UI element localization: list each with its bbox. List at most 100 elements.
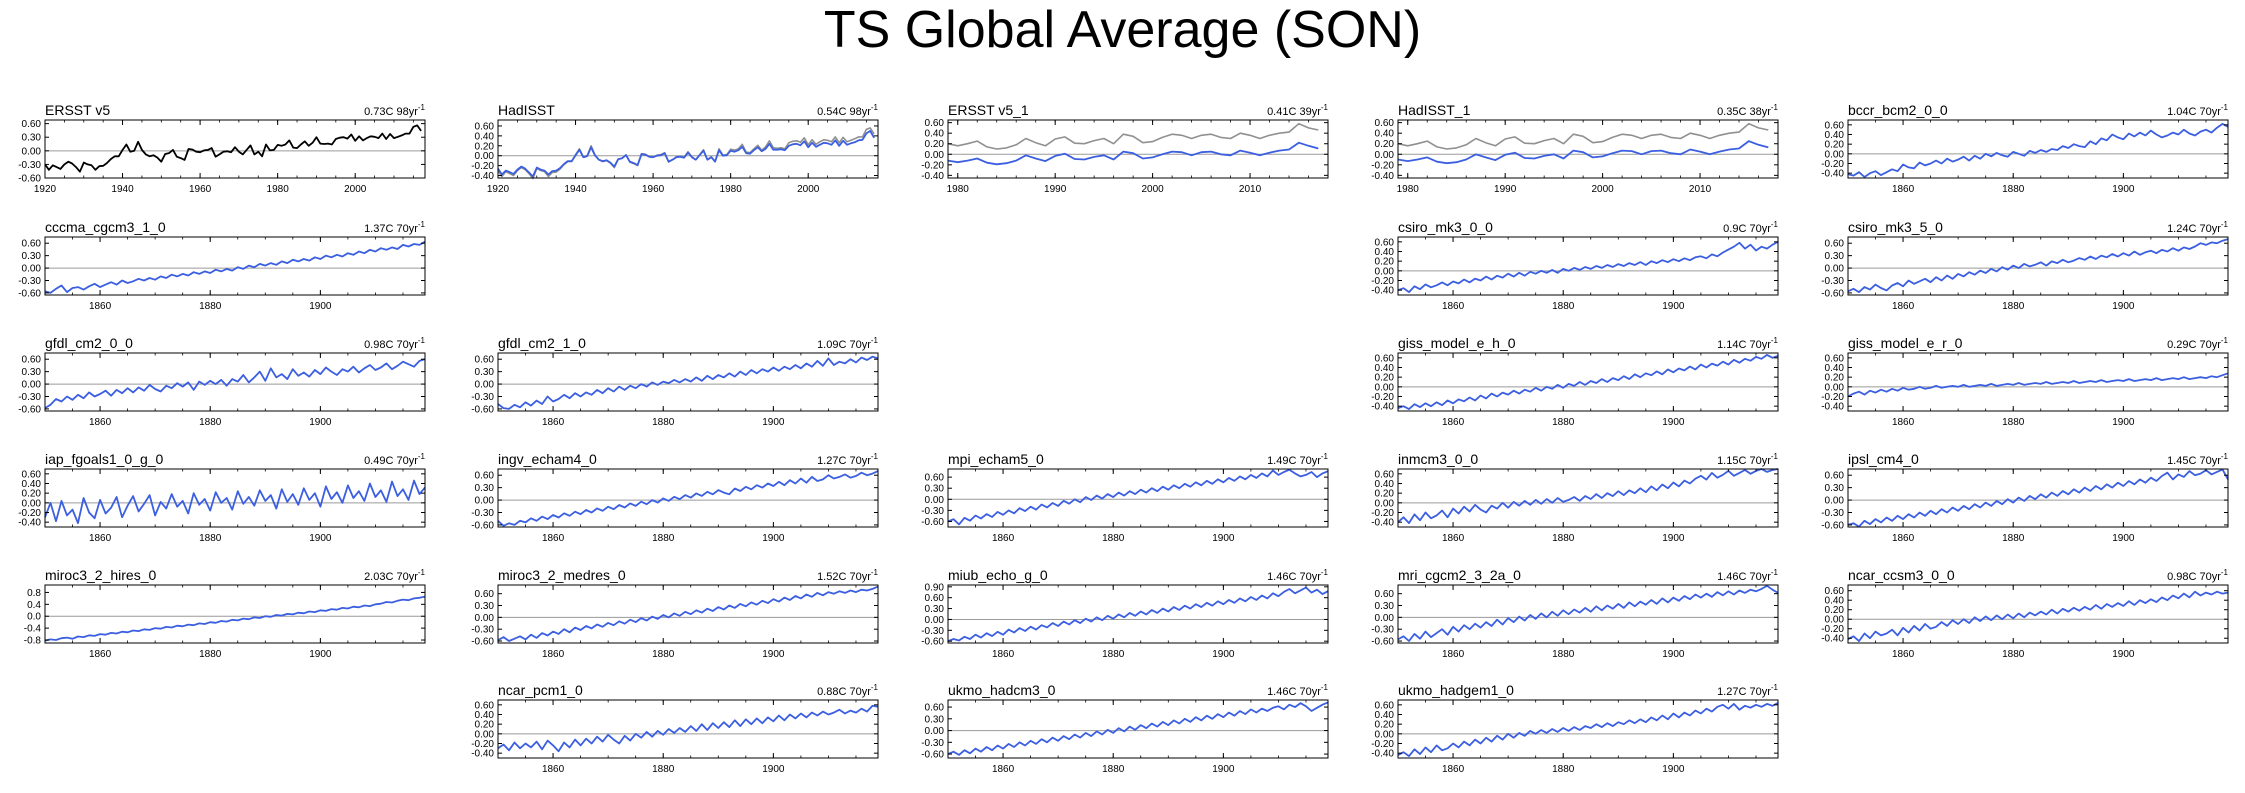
- x-tick-label: 1860: [1892, 301, 1915, 312]
- y-tick-label: 0.00: [1825, 382, 1845, 393]
- x-tick-label: 1860: [89, 533, 112, 544]
- x-tick-label: 1860: [542, 417, 565, 428]
- y-tick-label: 0.60: [925, 118, 945, 129]
- series-line-HadISST: [497, 129, 875, 178]
- panel-gfdl_cm2_1_0: gfdl_cm2_1_0 1.09C 70yr-1 -0.60-0.300.00 0.…: [471, 335, 878, 428]
- x-tick-label: 1860: [1442, 417, 1465, 428]
- trend-label: 1.46C 70yr-1: [1267, 683, 1328, 698]
- plot-frame: [497, 699, 879, 759]
- panel-title: ukmo_hadgem1_0: [1398, 682, 1514, 698]
- x-tick-label: 1880: [1552, 649, 1575, 660]
- x-tick-label: 1860: [1442, 533, 1465, 544]
- trend-unit-exponent: -1: [1771, 336, 1779, 345]
- y-tick-label: 0.30: [22, 367, 42, 378]
- y-tick-label: 0.20: [1375, 489, 1395, 500]
- panel-title: ERSST v5_1: [948, 102, 1029, 118]
- panel-giss_model_e_h_0: giss_model_e_h_0 1.14C 70yr-1-0.40-0.200.…: [1371, 335, 1778, 428]
- panel-ncar_pcm1_0: ncar_pcm1_0 0.88C 70yr-1 -0.40-0.200.000.2…: [471, 682, 878, 775]
- trend-unit-exponent: -1: [1771, 683, 1779, 692]
- y-tick-label: 0.60: [1375, 237, 1395, 248]
- y-tick-label: -0.40: [1821, 169, 1844, 180]
- panel-title: ERSST v5: [45, 102, 110, 118]
- y-tick-label: 0.30: [925, 714, 945, 725]
- x-tick-label: 1880: [2002, 184, 2025, 195]
- y-tick-label: -0.20: [18, 508, 41, 519]
- y-tick-label: 0.60: [1375, 469, 1395, 480]
- x-tick-label: 1860: [1442, 649, 1465, 660]
- trend-label: 1.52C 70yr-1: [817, 568, 878, 583]
- y-tick-label: -0.30: [921, 738, 944, 749]
- trend-label: 0.49C 70yr-1: [364, 452, 425, 467]
- trend-value: 1.15C 70yr: [1717, 455, 1771, 467]
- y-tick-label: -0.30: [1371, 625, 1394, 636]
- trend-unit-exponent: -1: [418, 220, 426, 229]
- plot-frame: [44, 119, 426, 179]
- y-tick-label: 0.40: [475, 131, 495, 142]
- trend-value: 0.9C 70yr: [1723, 223, 1771, 235]
- x-tick-label: 1860: [992, 764, 1015, 775]
- plot-frame: [1847, 584, 2229, 644]
- series-line-ukmo_hadcm3_0: [947, 701, 1329, 756]
- plot-frame: [1847, 236, 2229, 296]
- y-tick-label: 0.40: [1375, 479, 1395, 490]
- panel-title: csiro_mk3_5_0: [1848, 219, 1943, 235]
- y-tick-label: -0.20: [1821, 159, 1844, 170]
- x-tick-label: 2000: [344, 184, 367, 195]
- trend-unit-exponent: -1: [418, 336, 426, 345]
- y-tick-label: 0.00: [1375, 729, 1395, 740]
- y-tick-label: 0.60: [475, 589, 495, 600]
- y-tick-label: -0.30: [471, 392, 494, 403]
- panel-title: HadISST_1: [1398, 102, 1471, 118]
- trend-unit-exponent: -1: [1321, 103, 1329, 112]
- panel-ncar_ccsm3_0_0: ncar_ccsm3_0_0 0.98C 70yr-1 -0.40-0.200.00…: [1821, 567, 2228, 660]
- y-tick-label: 0.20: [1375, 720, 1395, 731]
- trend-label: 1.45C 70yr-1: [2167, 452, 2228, 467]
- x-tick-label: 1960: [642, 184, 665, 195]
- x-tick-label: 1900: [762, 649, 785, 660]
- y-tick-label: 0.00: [475, 613, 495, 624]
- x-tick-label: 1880: [2002, 649, 2025, 660]
- x-tick-label: 1880: [199, 649, 222, 660]
- x-tick-label: 1900: [762, 764, 785, 775]
- plot-frame: [44, 584, 426, 644]
- y-tick-label: 0.00: [925, 726, 945, 737]
- trend-label: 1.27C 70yr-1: [1717, 683, 1778, 698]
- panel-mpi_echam5_0: mpi_echam5_0 1.49C 70yr-1-0.60-0.300.000.…: [921, 451, 1328, 544]
- plot-frame: [1397, 699, 1779, 759]
- plot-frame: [44, 236, 426, 296]
- y-tick-label: 0.00: [925, 495, 945, 506]
- page-title: TS Global Average (SON): [823, 1, 1422, 59]
- trend-value: 1.46C 70yr: [1717, 571, 1771, 583]
- y-tick-label: -0.40: [921, 171, 944, 182]
- y-tick-label: -0.40: [1821, 634, 1844, 645]
- x-tick-label: 1900: [1212, 533, 1235, 544]
- y-tick-label: 0.60: [22, 469, 42, 480]
- panel-miub_echo_g_0: miub_echo_g_0 1.46C 70yr-1-0.60-0.300.000…: [921, 567, 1328, 660]
- series-line-miroc3_2_medres_0: [497, 585, 879, 642]
- x-tick-label: 1940: [111, 184, 134, 195]
- series-line-ipsl_cm4_0: [1847, 468, 2229, 528]
- x-tick-label: 1900: [2112, 184, 2135, 195]
- y-tick-label: 0.00: [1375, 266, 1395, 277]
- plot-frame: [947, 699, 1329, 759]
- panel-giss_model_e_r_0: giss_model_e_r_0 0.29C 70yr-1-0.40-0.200.…: [1821, 335, 2228, 428]
- y-tick-label: 0.40: [1375, 710, 1395, 721]
- series-line-inmcm3_0_0: [1397, 468, 1779, 524]
- series-line-ncar_ccsm3_0_0: [1847, 590, 2229, 642]
- y-tick-label: 0.20: [475, 720, 495, 731]
- trend-label: 1.24C 70yr-1: [2167, 220, 2228, 235]
- y-tick-label: -0.40: [1371, 171, 1394, 182]
- y-tick-label: 0.60: [1375, 589, 1395, 600]
- trend-value: 1.46C 70yr: [1267, 571, 1321, 583]
- panel-csiro_mk3_0_0: csiro_mk3_0_0 0.9C 70yr-1-0.40-0.200.000.…: [1371, 219, 1778, 312]
- trend-value: 1.46C 70yr: [1267, 686, 1321, 698]
- y-tick-label: 0.60: [475, 700, 495, 711]
- trend-label: 1.15C 70yr-1: [1717, 452, 1778, 467]
- series-line-cccma_cgcm3_1_0: [44, 240, 426, 294]
- x-tick-label: 1880: [199, 533, 222, 544]
- y-tick-label: 0.0: [27, 612, 41, 623]
- x-tick-label: 1980: [1397, 184, 1420, 195]
- panel-mri_cgcm2_3_2a_0: mri_cgcm2_3_2a_0 1.46C 70yr-1-0.60-0.300.…: [1371, 567, 1778, 660]
- y-tick-label: -0.30: [18, 160, 41, 171]
- plot-frame: [1397, 584, 1779, 644]
